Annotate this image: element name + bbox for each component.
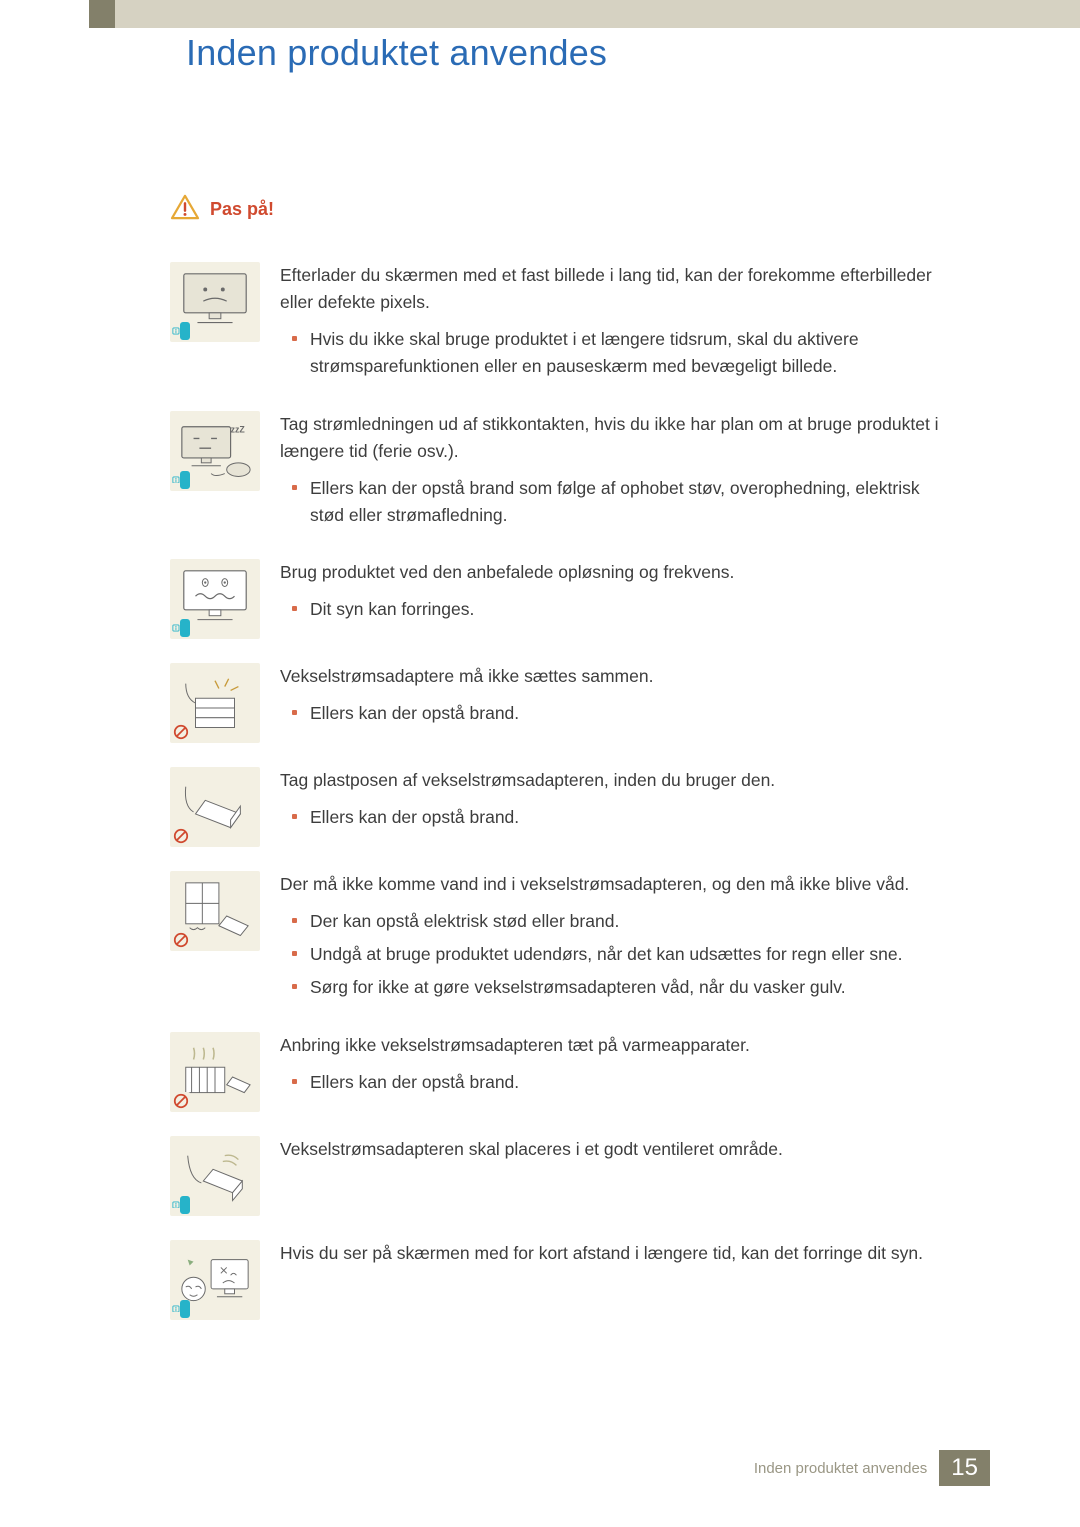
warning-item: Vekselstrømsadapteren skal placeres i et… (170, 1136, 940, 1216)
warning-bullets: Ellers kan der opstå brand. (280, 804, 940, 831)
warning-lead: Vekselstrømsadaptere må ikke sættes samm… (280, 663, 940, 690)
page-title: Inden produktet anvendes (186, 32, 607, 74)
info-badge-icon (172, 1300, 190, 1318)
warning-item: zzZ Tag strømledningen ud af stikkontakt… (170, 411, 940, 536)
warning-bullets: Ellers kan der opstå brand som følge af … (280, 475, 940, 529)
warning-lead: Vekselstrømsadapteren skal placeres i et… (280, 1136, 940, 1163)
warning-text: Tag strømledningen ud af stikkontakten, … (280, 411, 940, 536)
footer-page-number: 15 (939, 1450, 990, 1486)
warning-item: Anbring ikke vekselstrømsadapteren tæt p… (170, 1032, 940, 1112)
warning-bullet: Der kan opstå elektrisk stød eller brand… (310, 908, 940, 935)
warning-thumb (170, 871, 260, 951)
warning-thumb (170, 663, 260, 743)
warning-bullet: Sørg for ikke at gøre vekselstrømsadapte… (310, 974, 940, 1001)
warning-text: Hvis du ser på skærmen med for kort afst… (280, 1240, 940, 1277)
warning-bullets: Der kan opstå elektrisk stød eller brand… (280, 908, 940, 1001)
warning-thumb (170, 559, 260, 639)
page-footer: Inden produktet anvendes 15 (0, 1451, 1080, 1485)
caution-heading: Pas på! (170, 194, 274, 225)
warning-triangle-icon (170, 194, 200, 225)
warning-bullet: Undgå at bruge produktet udendørs, når d… (310, 941, 940, 968)
warning-bullet: Ellers kan der opstå brand. (310, 700, 940, 727)
info-badge-icon (172, 322, 190, 340)
warning-lead: Der må ikke komme vand ind i vekselstrøm… (280, 871, 940, 898)
warnings-list: Efterlader du skærmen med et fast billed… (170, 262, 940, 1344)
svg-text:zzZ: zzZ (231, 424, 246, 434)
warning-lead: Anbring ikke vekselstrømsadapteren tæt p… (280, 1032, 940, 1059)
info-badge-icon (172, 471, 190, 489)
warning-text: Efterlader du skærmen med et fast billed… (280, 262, 940, 387)
warning-item: Tag plastposen af vekselstrømsadapteren,… (170, 767, 940, 847)
warning-bullet: Ellers kan der opstå brand som følge af … (310, 475, 940, 529)
warning-bullet: Ellers kan der opstå brand. (310, 1069, 940, 1096)
warning-text: Tag plastposen af vekselstrømsadapteren,… (280, 767, 940, 837)
warning-text: Anbring ikke vekselstrømsadapteren tæt p… (280, 1032, 940, 1102)
warning-bullets: Ellers kan der opstå brand. (280, 1069, 940, 1096)
header-strip-dark (89, 0, 115, 28)
warning-lead: Efterlader du skærmen med et fast billed… (280, 262, 940, 316)
footer-section-label: Inden produktet anvendes (754, 1460, 927, 1477)
warning-item: Der må ikke komme vand ind i vekselstrøm… (170, 871, 940, 1008)
warning-thumb (170, 1136, 260, 1216)
warning-thumb (170, 1032, 260, 1112)
warning-thumb (170, 767, 260, 847)
warning-bullet: Ellers kan der opstå brand. (310, 804, 940, 831)
prohibited-badge-icon (172, 1092, 190, 1110)
warning-item: Hvis du ser på skærmen med for kort afst… (170, 1240, 940, 1320)
warning-item: Brug produktet ved den anbefalede opløsn… (170, 559, 940, 639)
prohibited-badge-icon (172, 827, 190, 845)
warning-text: Vekselstrømsadapteren skal placeres i et… (280, 1136, 940, 1173)
warning-bullet: Dit syn kan forringes. (310, 596, 940, 623)
warning-lead: Tag strømledningen ud af stikkontakten, … (280, 411, 940, 465)
warning-bullet: Hvis du ikke skal bruge produktet i et l… (310, 326, 940, 380)
warning-thumb (170, 1240, 260, 1320)
warning-thumb (170, 262, 260, 342)
info-badge-icon (172, 619, 190, 637)
warning-bullets: Hvis du ikke skal bruge produktet i et l… (280, 326, 940, 380)
info-badge-icon (172, 1196, 190, 1214)
warning-text: Vekselstrømsadaptere må ikke sættes samm… (280, 663, 940, 733)
warning-bullets: Dit syn kan forringes. (280, 596, 940, 623)
header-strip-light (115, 0, 1080, 28)
warning-lead: Brug produktet ved den anbefalede opløsn… (280, 559, 940, 586)
warning-thumb: zzZ (170, 411, 260, 491)
warning-bullets: Ellers kan der opstå brand. (280, 700, 940, 727)
warning-text: Der må ikke komme vand ind i vekselstrøm… (280, 871, 940, 1008)
prohibited-badge-icon (172, 723, 190, 741)
warning-text: Brug produktet ved den anbefalede opløsn… (280, 559, 940, 629)
warning-lead: Hvis du ser på skærmen med for kort afst… (280, 1240, 940, 1267)
warning-item: Vekselstrømsadaptere må ikke sættes samm… (170, 663, 940, 743)
prohibited-badge-icon (172, 931, 190, 949)
caution-label: Pas på! (210, 199, 274, 220)
warning-lead: Tag plastposen af vekselstrømsadapteren,… (280, 767, 940, 794)
warning-item: Efterlader du skærmen med et fast billed… (170, 262, 940, 387)
